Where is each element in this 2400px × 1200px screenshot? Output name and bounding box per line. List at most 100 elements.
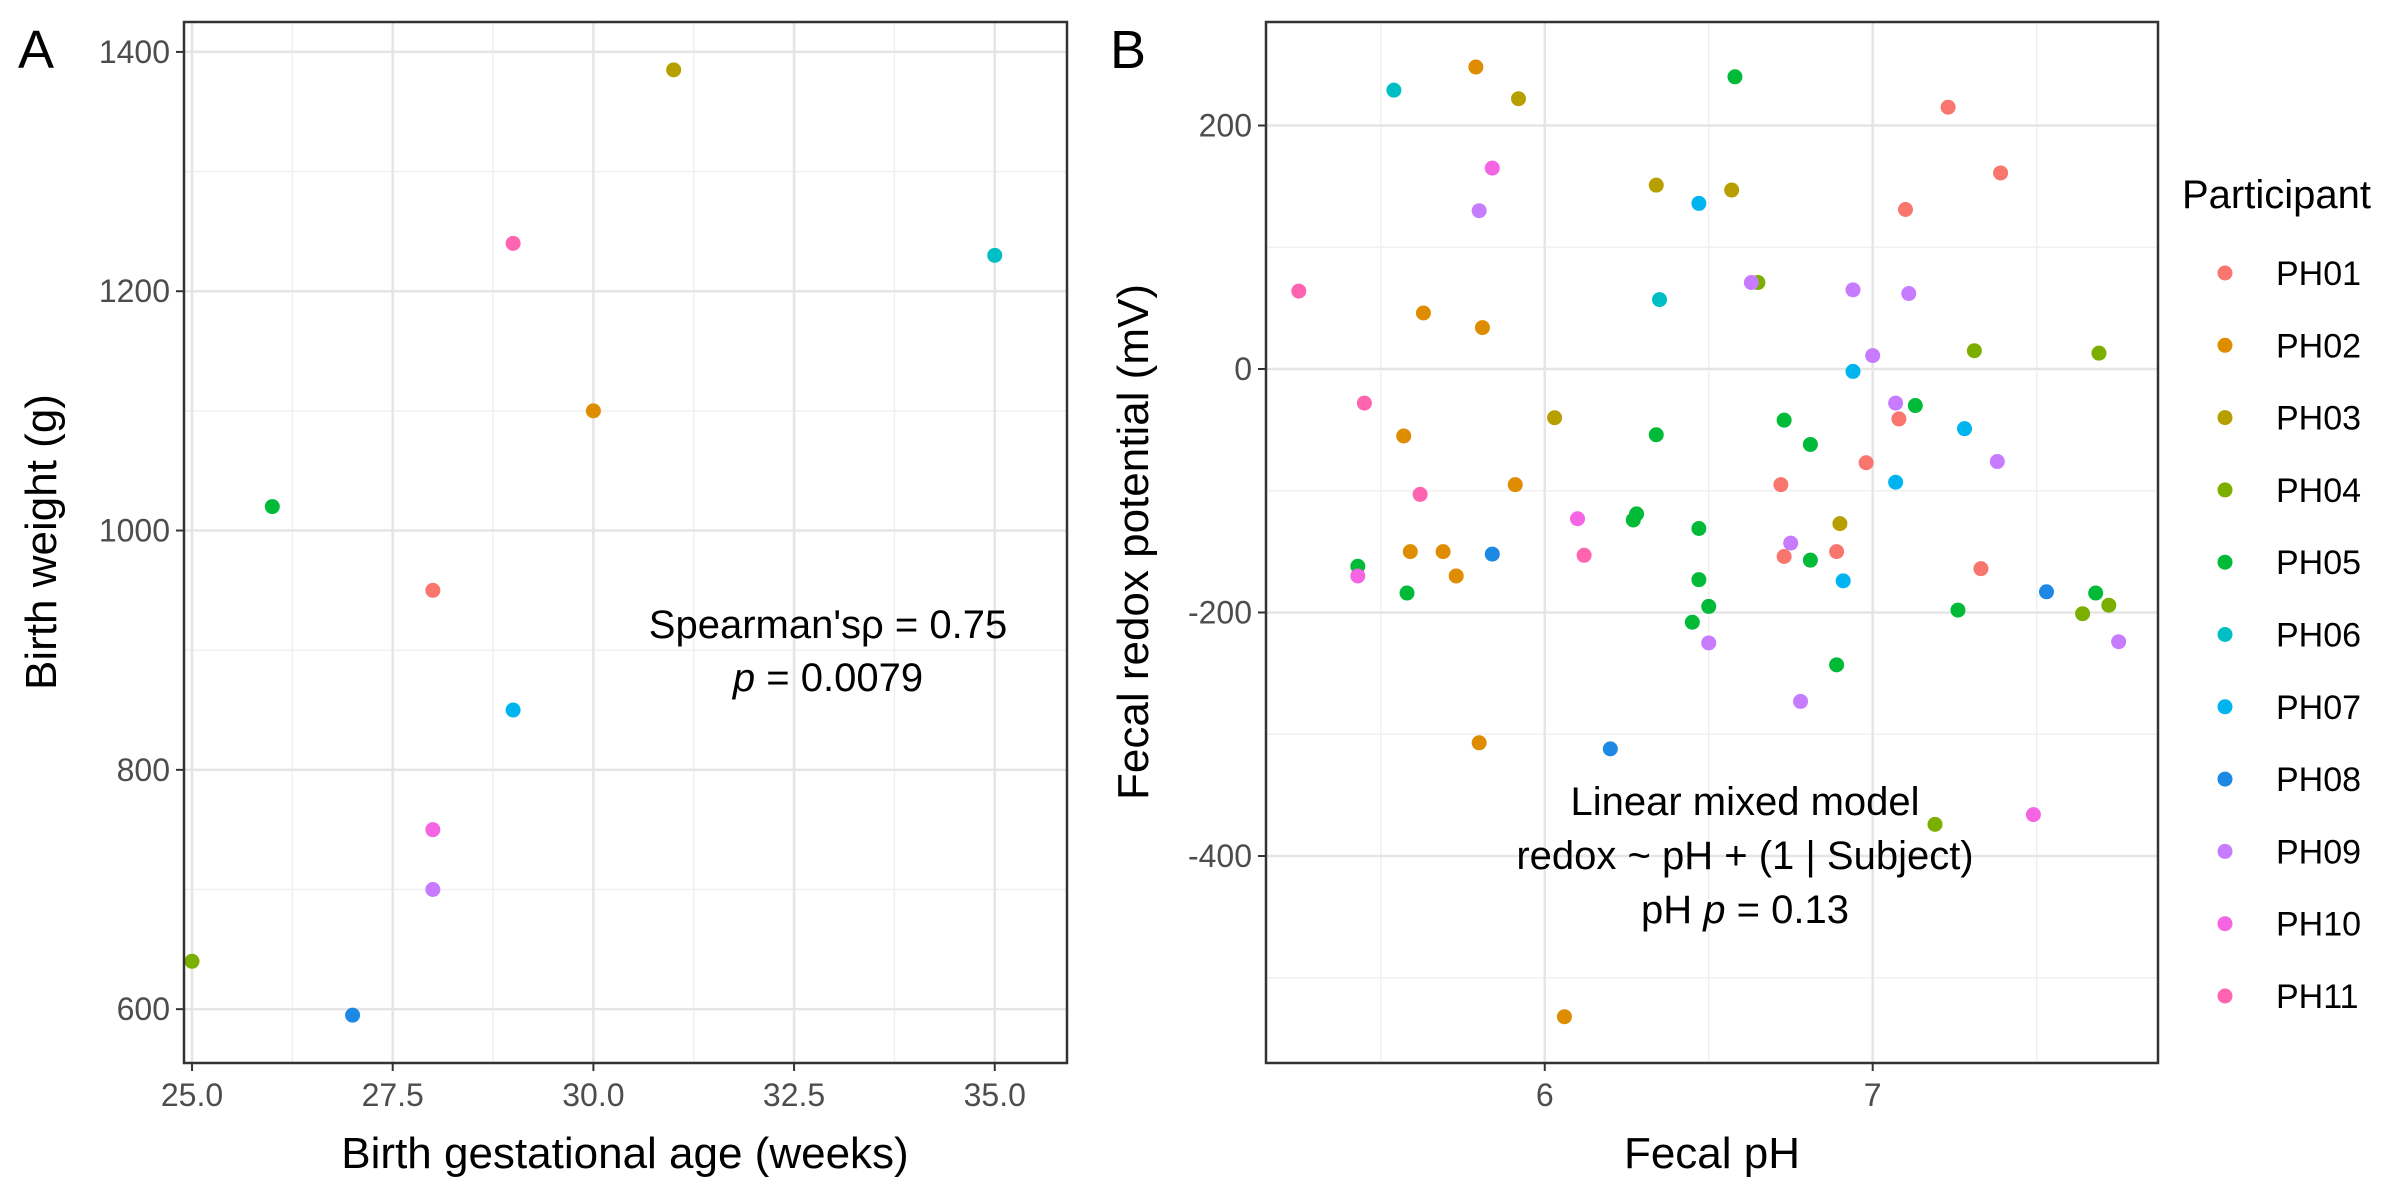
data-point-ph10 <box>1570 511 1586 527</box>
panel-b-x-tick-label: 7 <box>1864 1077 1882 1113</box>
data-point-ph07 <box>505 702 521 718</box>
panel-b-y-axis-title: Fecal redox potential (mV) <box>1109 284 1158 800</box>
data-point-ph11 <box>1356 395 1372 411</box>
data-point-ph05 <box>1701 598 1717 614</box>
data-point-ph01 <box>425 582 441 598</box>
legend-label-ph04: PH04 <box>2276 472 2361 510</box>
legend-key-ph07 <box>2217 699 2233 715</box>
data-point-ph09 <box>2111 634 2127 650</box>
data-point-ph05 <box>1727 69 1743 85</box>
data-point-ph05 <box>1802 436 1818 452</box>
panel-a-border <box>182 20 1069 1065</box>
data-point-ph04 <box>184 953 200 969</box>
data-point-ph01 <box>1897 202 1913 218</box>
data-point-ph05 <box>1399 585 1415 601</box>
data-point-ph04 <box>1927 816 1943 832</box>
legend-key-ph09 <box>2217 843 2233 859</box>
data-point-ph09 <box>1701 635 1717 651</box>
data-point-ph01 <box>1891 411 1907 427</box>
panel-a-y-tick-label: 1000 <box>99 513 170 549</box>
legend-label-ph05: PH05 <box>2276 544 2361 582</box>
panel-b-points <box>1291 59 2127 1025</box>
panel-a-y-tick-label: 1400 <box>99 34 170 70</box>
legend-label-ph09: PH09 <box>2276 833 2361 871</box>
panel-a-ticks: 25.0 27.5 30.0 32.5 35.0 600 800 1000 1200 1400 <box>99 34 1026 1113</box>
data-point-ph05 <box>2088 585 2104 601</box>
legend-key-ph02 <box>2217 337 2233 353</box>
legend-items: PH01 PH02 PH03 PH04 PH05 PH06 PH07 PH08 PH09 PH10… <box>2217 255 2361 1016</box>
data-point-ph11 <box>505 235 521 251</box>
data-point-ph08 <box>2039 584 2054 600</box>
data-point-ph01 <box>1858 455 1874 471</box>
legend-label-ph10: PH10 <box>2276 906 2361 944</box>
data-point-ph09 <box>1901 286 1917 302</box>
data-point-ph06 <box>1386 82 1402 98</box>
panel-a-annotation-line1: Spearman'sρ = 0.75 <box>649 603 1007 647</box>
legend-key-ph08 <box>2217 771 2233 787</box>
legend-label-ph06: PH06 <box>2276 617 2361 655</box>
data-point-ph09 <box>425 882 441 897</box>
panel-b-border <box>1264 20 2160 1065</box>
data-point-ph03 <box>1547 410 1563 426</box>
data-point-ph05 <box>1907 398 1923 414</box>
panel-b-annotation-line2: redox ~ pH + (1 | Subject) <box>1516 834 1973 878</box>
data-point-ph01 <box>1940 99 1956 115</box>
panel-a-annotation-line2: p = 0.0079 <box>732 656 923 700</box>
data-point-ph05 <box>1691 520 1707 536</box>
data-point-ph04 <box>1966 343 1982 359</box>
data-point-ph02 <box>585 403 601 419</box>
data-point-ph10 <box>1484 160 1500 176</box>
legend-label-ph07: PH07 <box>2276 689 2361 727</box>
data-point-ph05 <box>1950 602 1966 618</box>
data-point-ph09 <box>1471 203 1487 219</box>
data-point-ph08 <box>1602 741 1618 757</box>
legend-key-ph03 <box>2217 410 2233 426</box>
legend-key-ph01 <box>2217 265 2233 281</box>
data-point-ph03 <box>1511 91 1527 107</box>
data-point-ph05 <box>264 499 280 515</box>
legend-label-ph02: PH02 <box>2276 327 2361 365</box>
data-point-ph02 <box>1468 59 1484 75</box>
data-point-ph10 <box>2025 807 2041 823</box>
data-point-ph10 <box>1350 568 1366 584</box>
data-point-ph05 <box>1684 614 1700 630</box>
legend-label-ph11: PH11 <box>2276 978 2359 1016</box>
data-point-ph11 <box>1291 283 1307 299</box>
data-point-ph06 <box>987 247 1003 263</box>
panel-a-x-axis-title: Birth gestational age (weeks) <box>341 1129 908 1178</box>
data-point-ph01 <box>1776 549 1792 565</box>
panel-b-ticks: 6 7 -400 -200 0 200 <box>1188 107 1882 1113</box>
data-point-ph09 <box>1793 693 1809 709</box>
panel-b-y-tick-label: 200 <box>1199 107 1252 143</box>
legend-key-ph11 <box>2217 988 2233 1004</box>
data-point-ph05 <box>1625 512 1641 528</box>
panel-a-y-tick-label: 600 <box>117 991 170 1027</box>
data-point-ph07 <box>1835 573 1851 589</box>
data-point-ph05 <box>1776 412 1792 428</box>
panel-b: 6 7 -400 -200 0 200 B Fecal pH Fecal redox po… <box>1109 20 2160 1178</box>
panel-a-x-tick-label: 30.0 <box>562 1077 624 1113</box>
panel-a: 25.0 27.5 30.0 32.5 35.0 600 800 1000 1200 1400 A… <box>17 20 1069 1178</box>
data-point-ph09 <box>1865 348 1881 364</box>
data-point-ph02 <box>1435 544 1451 560</box>
data-point-ph04 <box>2101 597 2117 613</box>
panel-a-x-tick-label: 35.0 <box>964 1077 1026 1113</box>
panel-b-y-tick-label: -400 <box>1188 838 1252 874</box>
data-point-ph07 <box>1691 195 1707 211</box>
data-point-ph03 <box>666 62 682 78</box>
data-point-ph01 <box>1993 165 2009 181</box>
data-point-ph02 <box>1471 735 1487 751</box>
legend-label-ph01: PH01 <box>2276 255 2361 293</box>
legend-key-ph05 <box>2217 554 2233 570</box>
data-point-ph04 <box>2075 606 2091 622</box>
data-point-ph02 <box>1448 568 1464 584</box>
legend-label-ph03: PH03 <box>2276 400 2361 438</box>
data-point-ph08 <box>345 1007 361 1023</box>
data-point-ph02 <box>1507 477 1523 493</box>
data-point-ph09 <box>1845 282 1861 298</box>
legend-key-ph04 <box>2217 482 2233 498</box>
panel-a-y-tick-label: 800 <box>117 752 170 788</box>
data-point-ph04 <box>2091 345 2107 361</box>
